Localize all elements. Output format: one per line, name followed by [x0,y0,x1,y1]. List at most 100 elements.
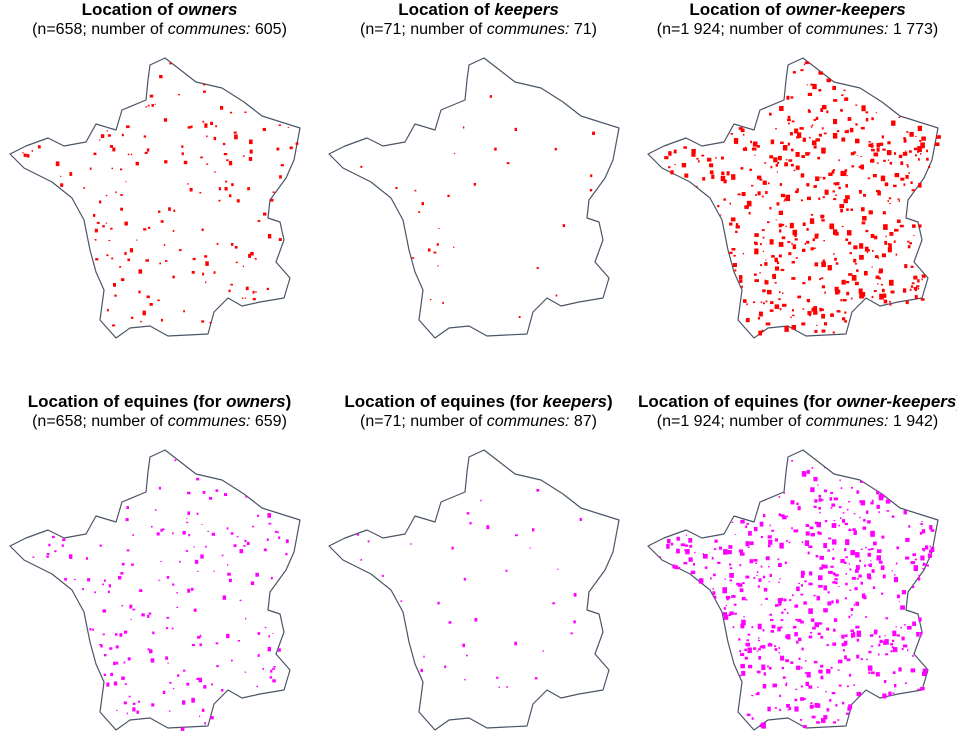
location-dot [112,324,116,327]
location-dot [856,154,858,156]
location-dot [132,534,134,536]
location-dot [783,200,785,202]
location-dot [905,537,910,542]
location-dot [230,283,233,286]
location-dot [774,707,777,709]
location-dot [793,529,799,533]
location-dot [834,524,837,527]
location-dot [818,197,821,200]
location-dot [673,149,677,154]
location-dot [685,534,688,536]
location-dot [758,637,760,639]
location-dot [800,666,803,669]
location-dot [877,653,880,656]
location-dot [802,248,806,252]
location-dot [762,629,765,632]
location-dot [913,275,918,280]
location-dot [802,137,806,142]
location-dot [684,173,689,178]
location-dot [917,577,921,581]
location-dot [734,269,737,272]
location-dot [278,536,281,539]
location-dot [760,565,763,568]
location-dot [486,525,490,530]
location-dot [189,187,193,192]
location-dot [840,517,842,519]
location-dot [480,499,482,502]
france-map [328,57,620,339]
location-dot [771,624,776,629]
location-dot [764,162,767,164]
location-dot [844,97,849,101]
location-dot [805,531,810,536]
location-dot [783,608,786,611]
location-dot [201,228,204,231]
location-dot [272,668,275,670]
location-dot [838,684,842,687]
location-dot [929,525,933,530]
location-dot [158,486,161,490]
panel-subtitle: (n=658; number of communes: 605) [32,21,287,38]
location-dot [790,500,795,505]
location-dot [767,182,770,185]
location-dot [835,262,839,265]
location-dot [360,165,363,168]
location-dot [782,145,788,151]
location-dot [725,595,731,599]
location-dot [93,213,96,217]
location-dot [722,587,727,594]
location-dot [464,678,466,681]
location-dot [728,545,733,549]
location-dot [729,251,733,255]
location-dot [898,667,902,672]
location-dot [815,116,819,120]
location-dot [721,156,724,160]
location-dot [813,505,817,508]
location-dot [910,285,914,288]
location-dot [200,156,203,159]
location-dot [849,589,852,591]
location-dot [743,299,747,303]
map-panel-equines-owner-keepers: Location of equines (for owner-keepers) … [638,392,957,731]
location-dot [904,150,907,152]
location-dot [882,211,886,215]
location-dot [255,291,257,293]
location-dot [833,229,838,235]
location-dot [664,156,669,160]
location-dot [244,671,246,673]
location-dot [850,152,855,156]
location-dot [781,236,786,240]
location-dot [894,684,897,688]
location-dot [821,285,825,289]
location-dot [856,630,862,637]
location-dot [850,208,853,211]
location-dot [909,150,912,153]
location-dot [859,243,864,249]
location-dot [659,556,662,558]
location-dot [916,632,920,637]
location-dot [918,574,920,577]
location-dot [822,176,826,180]
location-dot [803,725,807,729]
location-dot [778,298,781,301]
location-dot [573,592,577,597]
location-dot [205,261,209,266]
location-dot [831,503,836,507]
location-dot [120,278,125,282]
location-dot [148,226,151,229]
location-dot [845,539,850,545]
location-dot [762,236,765,239]
location-dot [727,550,732,555]
location-dot [515,534,518,537]
location-dot [761,664,766,670]
location-dot [800,620,804,624]
location-dot [542,650,544,652]
location-dot [762,289,766,293]
location-dot [873,290,877,292]
location-dot [784,162,788,167]
location-dot [83,187,85,189]
location-dot [796,188,799,192]
location-dot [207,530,209,532]
location-dot [229,194,232,198]
location-dot [678,566,681,569]
